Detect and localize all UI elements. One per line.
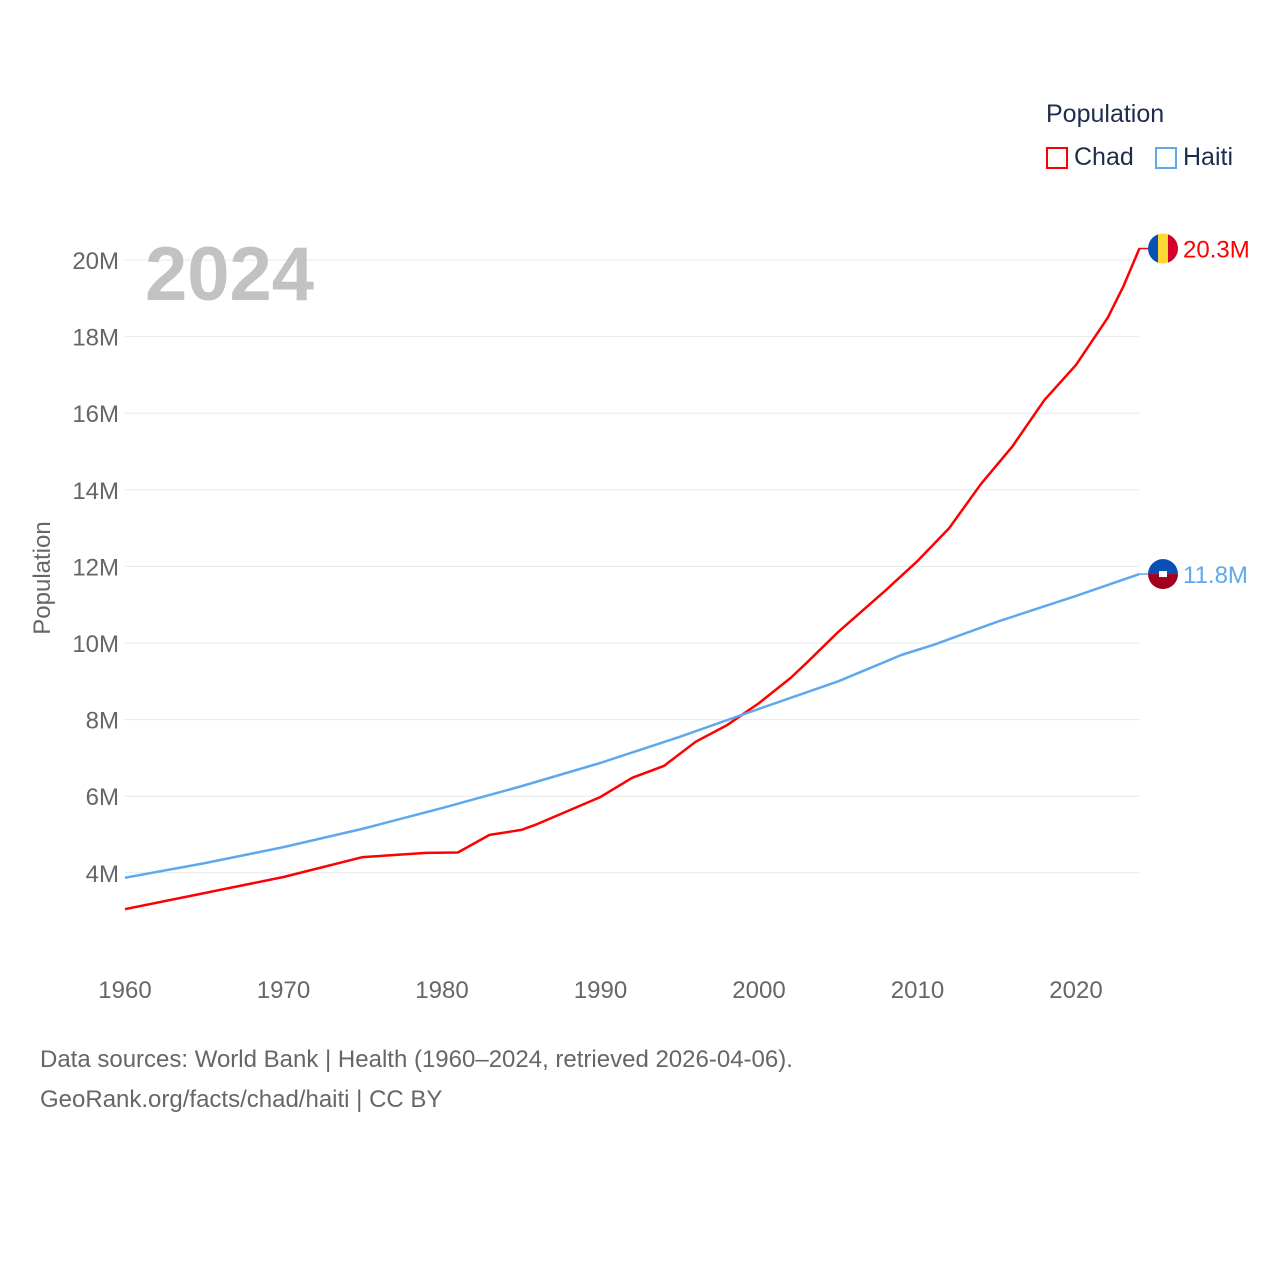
y-tick-label: 18M bbox=[72, 325, 119, 352]
end-value-label: 20.3M bbox=[1183, 237, 1250, 264]
legend-item-chad[interactable]: Chad bbox=[1046, 143, 1134, 172]
legend-item-haiti[interactable]: Haiti bbox=[1155, 143, 1233, 172]
y-tick-label: 10M bbox=[72, 631, 119, 658]
year-label: 2024 bbox=[145, 232, 314, 317]
y-tick-label: 12M bbox=[72, 554, 119, 581]
series-line-chad bbox=[124, 248, 1141, 911]
y-tick-label: 14M bbox=[72, 478, 119, 505]
footer-sources: Data sources: World Bank | Health (1960–… bbox=[40, 1046, 793, 1073]
legend-swatch bbox=[1155, 146, 1177, 169]
legend-swatch bbox=[1046, 146, 1068, 169]
x-tick-label: 1990 bbox=[574, 977, 627, 1004]
legend-label: Haiti bbox=[1183, 143, 1234, 171]
end-value-label: 11.8M bbox=[1183, 562, 1248, 589]
x-tick-label: 2010 bbox=[891, 977, 944, 1004]
x-tick-label: 2020 bbox=[1049, 977, 1102, 1004]
y-tick-label: 8M bbox=[86, 708, 119, 735]
x-tick-label: 1980 bbox=[415, 977, 468, 1004]
y-tick-label: 4M bbox=[86, 861, 119, 888]
y-axis-label: Population bbox=[29, 521, 56, 634]
x-tick-label: 1970 bbox=[257, 977, 310, 1004]
legend-label: Chad bbox=[1074, 143, 1134, 171]
y-tick-label: 6M bbox=[86, 784, 119, 811]
legend-title: Population bbox=[1046, 100, 1165, 128]
series-line-haiti bbox=[124, 572, 1140, 880]
y-tick-label: 16M bbox=[72, 401, 119, 428]
x-tick-label: 2000 bbox=[732, 977, 785, 1004]
flag-chad-icon bbox=[1148, 233, 1178, 264]
x-tick-label: 1960 bbox=[98, 977, 151, 1004]
footer-link[interactable]: GeoRank.org/facts/chad/haiti | CC BY bbox=[40, 1086, 443, 1113]
y-tick-label: 20M bbox=[72, 248, 119, 275]
flag-haiti-icon bbox=[1148, 559, 1178, 590]
